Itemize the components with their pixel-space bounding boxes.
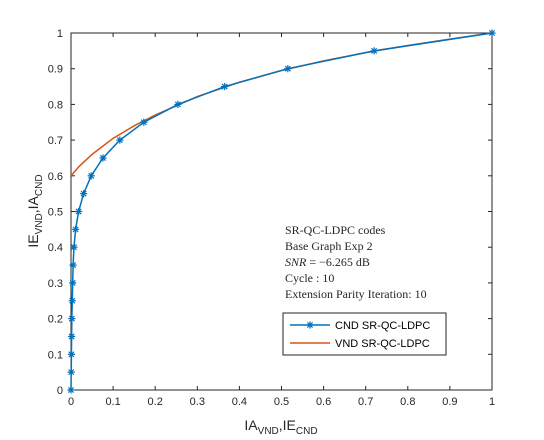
legend-cnd-marker	[306, 321, 314, 329]
annotation-line-5: Extension Parity Iteration: 10	[285, 287, 427, 301]
cnd-marker	[68, 332, 76, 341]
y-tick-label: 0.9	[48, 64, 63, 76]
cnd-marker	[72, 225, 80, 233]
x-tick-label: 0.6	[316, 396, 331, 408]
cnd-marker	[87, 172, 95, 180]
cnd-marker	[80, 190, 88, 198]
cnd-marker	[69, 279, 77, 287]
x-tick-label: 0.4	[232, 396, 247, 408]
cnd-marker	[67, 368, 75, 376]
cnd-marker	[284, 65, 292, 73]
cnd-marker	[68, 315, 76, 323]
tick-group: 0 0.1 0.2 0.3 0.4 0.5 0.6 0.7 0.8 0.9 1 0 0.1 0.2 0.3 0…	[48, 28, 495, 408]
y-tick-label: 0.8	[48, 99, 63, 111]
x-tick-label: 0.5	[274, 396, 289, 408]
legend-box	[282, 312, 447, 356]
y-axis-label: IEVND,IACND	[25, 174, 45, 247]
y-tick-label: 1	[57, 28, 63, 40]
y-tick-label: 0.7	[48, 135, 63, 147]
curve-group	[67, 29, 496, 394]
cnd-marker	[99, 154, 107, 162]
y-tick-label: 0.1	[48, 349, 63, 361]
y-tick-label: 0.2	[48, 314, 63, 326]
x-axis-label: IAVND,IECND	[244, 417, 317, 437]
x-tick-label: 0.1	[105, 396, 120, 408]
legend: CND SR-QC-LDPC VND SR-QC-LDPC	[282, 312, 447, 356]
cnd-marker	[68, 297, 76, 305]
x-tick-label: 0.2	[148, 396, 163, 408]
annotation-line-3: SNR = −6.265 dB	[285, 255, 370, 269]
y-tick-label: 0.3	[48, 278, 63, 290]
x-tick-label: 0	[68, 396, 74, 408]
cnd-marker	[116, 136, 124, 144]
x-tick-label: 0.3	[190, 396, 205, 408]
y-tick-label: 0.5	[48, 207, 63, 219]
x-tick-label: 0.7	[358, 396, 373, 408]
cnd-marker	[221, 82, 229, 91]
legend-cnd-marker-star	[306, 321, 314, 329]
cnd-marker	[140, 118, 148, 126]
y-tick-label: 0.4	[48, 242, 63, 254]
annotation-line-1: SR-QC-LDPC codes	[285, 223, 386, 237]
annotation-line-4: Cycle : 10	[285, 271, 334, 285]
cnd-marker	[67, 350, 76, 358]
x-tick-label: 0.8	[400, 396, 415, 408]
annotation-block: SR-QC-LDPC codes Base Graph Exp 2 SNR = …	[285, 223, 427, 301]
legend-vnd-label: VND SR-QC-LDPC	[335, 338, 430, 350]
cnd-marker	[67, 386, 75, 394]
cnd-marker	[488, 29, 496, 37]
y-tick-label: 0.6	[48, 171, 63, 183]
legend-cnd-label: CND SR-QC-LDPC	[335, 320, 430, 332]
cnd-marker	[69, 261, 77, 269]
x-tick-label: 0.9	[442, 396, 457, 408]
cnd-marker	[174, 100, 182, 108]
cnd-marker	[70, 243, 78, 251]
annotation-line-2: Base Graph Exp 2	[285, 239, 373, 253]
cnd-marker	[370, 47, 378, 55]
y-tick-label: 0	[57, 385, 63, 397]
x-tick-label: 1	[489, 396, 495, 408]
cnd-marker	[74, 207, 83, 216]
